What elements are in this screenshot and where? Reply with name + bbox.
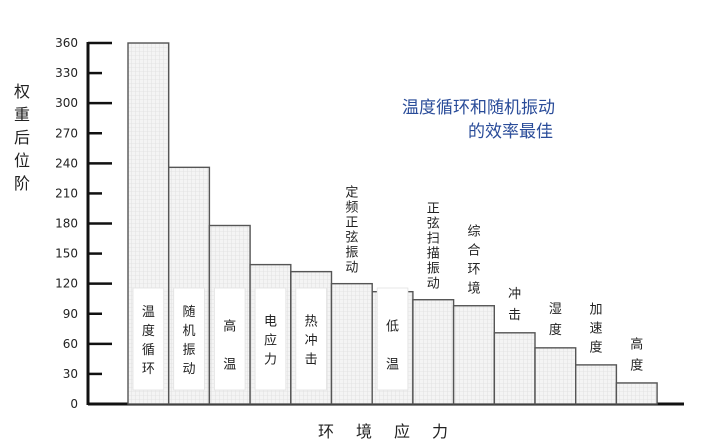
bar-label: 正 <box>427 201 440 216</box>
annotation-line-1: 温度循环和随机振动 <box>402 98 555 118</box>
bar-label: 动 <box>183 362 196 377</box>
bar <box>452 305 496 405</box>
bar-label: 动 <box>345 260 358 275</box>
bar-label: 速 <box>590 322 603 337</box>
bar-label: 境 <box>467 282 480 297</box>
y-tick-label: 330 <box>55 66 78 80</box>
bar-label: 温 <box>223 358 236 373</box>
bar-label: 加 <box>590 303 603 318</box>
bar-label: 机 <box>183 324 196 339</box>
bar-label: 度 <box>549 322 562 338</box>
bar-label: 高 <box>223 319 236 335</box>
bar-label: 度 <box>590 340 603 356</box>
bar-label: 冲 <box>508 287 521 302</box>
bar-label: 振 <box>345 245 358 260</box>
bar-label: 电 <box>264 314 277 329</box>
y-axis-label: 权重后位阶 <box>13 82 30 193</box>
bar-label: 环 <box>467 263 480 278</box>
bar-label: 正 <box>345 215 358 230</box>
y-tick-label: 120 <box>55 277 78 291</box>
y-tick-label: 360 <box>55 36 78 50</box>
bar <box>330 282 373 405</box>
bar <box>493 332 536 405</box>
y-tick-label: 270 <box>55 126 78 140</box>
bar-label-box <box>376 287 409 391</box>
bar-label-box <box>295 287 327 391</box>
bar-label: 温 <box>142 305 155 320</box>
bar <box>412 299 455 405</box>
bar-label: 定 <box>345 185 358 200</box>
bar-label: 描 <box>427 246 440 261</box>
bar-label: 热 <box>305 314 318 329</box>
bar-label: 力 <box>264 352 277 367</box>
bar-label: 冲 <box>305 333 318 348</box>
bar-label-box <box>132 287 165 391</box>
bar-label: 弦 <box>427 215 440 231</box>
y-tick-label: 300 <box>55 96 78 110</box>
annotation-line-2: 的效率最佳 <box>468 122 553 142</box>
y-tick-label: 180 <box>55 217 78 231</box>
x-axis-label: 环境应力 <box>318 422 471 441</box>
bar-label: 振 <box>183 343 196 358</box>
y-tick-label: 240 <box>55 156 78 170</box>
bar-label: 振 <box>427 261 440 276</box>
y-tick-label: 60 <box>63 337 78 351</box>
bar-label: 度 <box>142 323 155 339</box>
bar-label: 高 <box>630 336 643 352</box>
bar-label: 循 <box>142 343 155 358</box>
bar-label-box <box>254 287 287 391</box>
bar-label: 低 <box>386 320 399 335</box>
bar-label: 综 <box>467 225 480 240</box>
bar-label: 度 <box>630 357 643 373</box>
bar-label: 应 <box>264 332 277 348</box>
bar-label: 击 <box>305 352 318 367</box>
y-tick-label: 210 <box>55 186 78 200</box>
bar-label: 温 <box>386 358 399 373</box>
bar-label-box <box>173 287 205 391</box>
bar-label: 合 <box>467 244 480 259</box>
bar <box>615 382 658 405</box>
bar-label: 动 <box>427 276 440 291</box>
y-tick-label: 30 <box>63 367 78 381</box>
bar-label: 弦 <box>345 229 358 245</box>
bar <box>534 347 577 405</box>
bar-label: 击 <box>508 308 521 323</box>
bar-label-box <box>213 287 246 391</box>
bar <box>575 364 618 405</box>
y-tick-label: 0 <box>70 397 78 411</box>
bar-label: 随 <box>183 305 196 320</box>
bar-label: 环 <box>142 362 155 377</box>
y-tick-label: 90 <box>63 307 78 321</box>
bar-label: 湿 <box>549 302 562 317</box>
bar-label: 扫 <box>427 231 440 246</box>
y-tick-label: 150 <box>55 247 78 261</box>
bar-label: 频 <box>345 200 358 215</box>
